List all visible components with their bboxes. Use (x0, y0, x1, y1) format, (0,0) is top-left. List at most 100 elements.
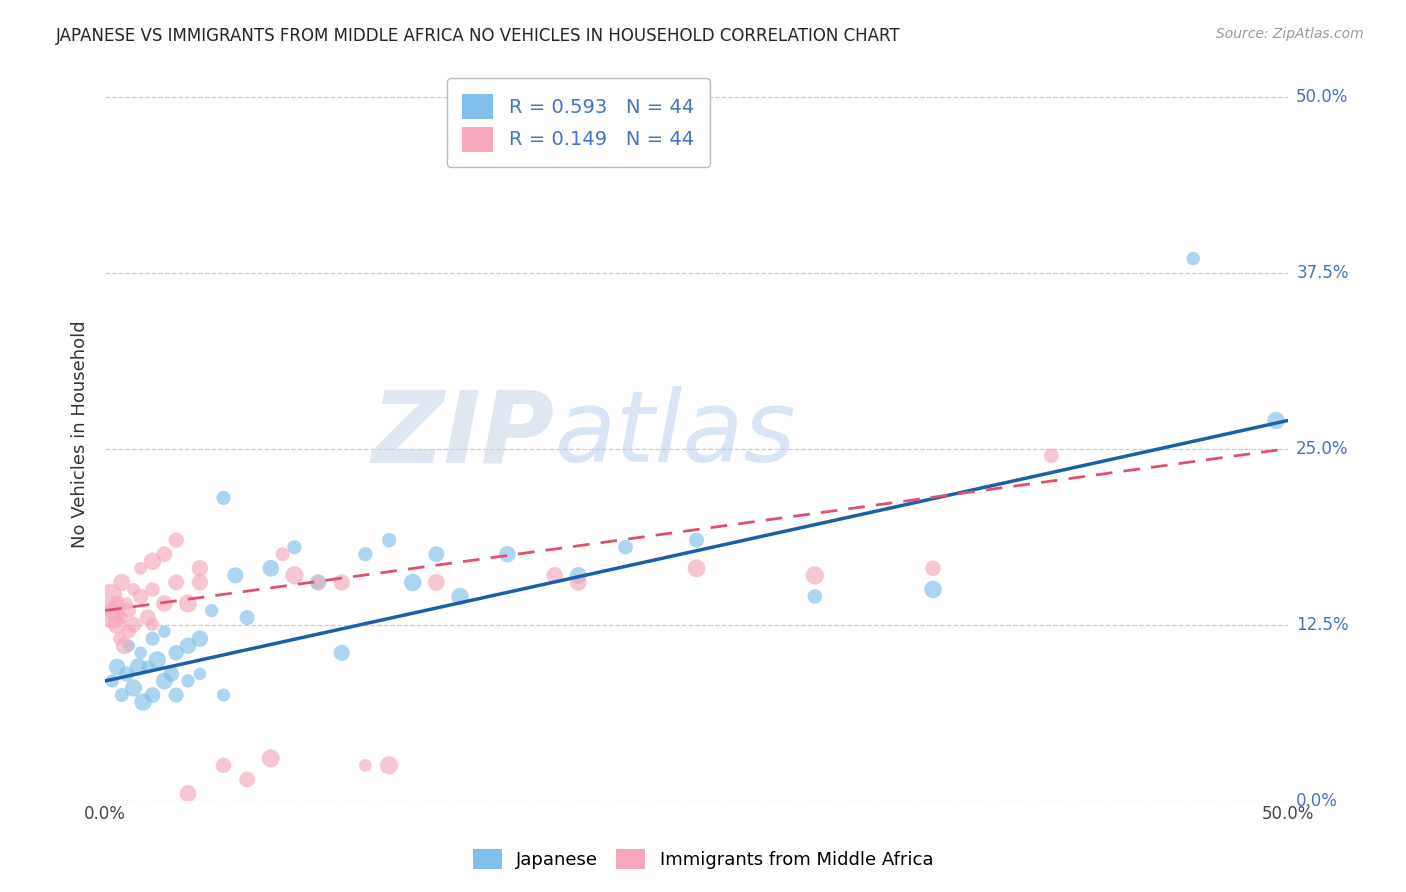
Point (685, 533, 707, 548)
Point (425, 575, 447, 590)
Text: 0.0%: 0.0% (1296, 791, 1339, 810)
Y-axis label: No Vehicles in Household: No Vehicles in Household (72, 321, 89, 549)
Point (122, 681, 145, 695)
Point (804, 590, 827, 604)
Point (1040, 449, 1063, 463)
Point (111, 688, 134, 702)
Point (177, 787, 200, 801)
Point (330, 575, 353, 590)
Point (922, 561, 945, 575)
Point (111, 610, 134, 624)
Point (188, 667, 211, 681)
Text: atlas: atlas (554, 386, 796, 483)
Point (260, 751, 283, 765)
Point (449, 590, 471, 604)
Point (141, 554, 163, 568)
Point (146, 653, 169, 667)
Point (177, 597, 200, 611)
Point (165, 688, 187, 702)
Point (330, 646, 353, 660)
Point (160, 667, 183, 681)
Point (118, 603, 141, 617)
Text: 12.5%: 12.5% (1296, 615, 1348, 633)
Point (108, 632, 131, 646)
Point (129, 646, 152, 660)
Point (153, 673, 176, 688)
Point (101, 673, 124, 688)
Point (260, 561, 283, 575)
Point (425, 547, 447, 561)
Point (141, 688, 163, 702)
Point (141, 582, 163, 597)
Point (188, 575, 211, 590)
Point (98, 590, 121, 604)
Point (354, 547, 377, 561)
Point (354, 758, 377, 772)
Point (224, 568, 246, 582)
Point (141, 632, 163, 646)
Point (177, 673, 200, 688)
Text: 50.0%: 50.0% (1296, 87, 1348, 105)
Point (212, 688, 235, 702)
Point (236, 610, 259, 624)
Point (283, 540, 305, 554)
Point (111, 575, 134, 590)
Point (402, 575, 425, 590)
Point (614, 540, 637, 554)
Point (165, 533, 187, 548)
Point (101, 610, 124, 624)
Point (112, 639, 135, 653)
Point (804, 568, 827, 582)
Point (271, 547, 294, 561)
Point (127, 660, 149, 674)
Point (132, 695, 155, 709)
Point (104, 603, 127, 617)
Point (177, 639, 200, 653)
Point (115, 667, 138, 681)
Point (129, 561, 152, 575)
Point (543, 568, 565, 582)
Point (118, 639, 141, 653)
Point (1265, 413, 1288, 427)
Point (153, 624, 176, 639)
Text: ZIP: ZIP (371, 386, 554, 483)
Legend: Japanese, Immigrants from Middle Africa: Japanese, Immigrants from Middle Africa (464, 839, 942, 879)
Point (307, 575, 329, 590)
Point (165, 646, 187, 660)
Legend: R = 0.593   N = 44, R = 0.149   N = 44: R = 0.593 N = 44, R = 0.149 N = 44 (447, 78, 710, 167)
Point (922, 582, 945, 597)
Point (165, 575, 187, 590)
Point (212, 491, 235, 505)
Text: 25.0%: 25.0% (1296, 440, 1348, 458)
Point (201, 603, 224, 617)
Point (188, 561, 211, 575)
Point (188, 632, 211, 646)
Point (1182, 252, 1205, 266)
Point (153, 597, 176, 611)
Point (129, 590, 152, 604)
Point (236, 772, 259, 787)
Point (105, 617, 128, 632)
Point (567, 568, 589, 582)
Point (153, 547, 176, 561)
Text: JAPANESE VS IMMIGRANTS FROM MIDDLE AFRICA NO VEHICLES IN HOUSEHOLD CORRELATION C: JAPANESE VS IMMIGRANTS FROM MIDDLE AFRIC… (56, 27, 901, 45)
Point (212, 758, 235, 772)
Point (141, 617, 163, 632)
Point (685, 561, 707, 575)
Point (105, 597, 128, 611)
Point (122, 582, 145, 597)
Point (283, 568, 305, 582)
Point (122, 617, 145, 632)
Point (105, 660, 128, 674)
Point (115, 597, 138, 611)
Point (378, 533, 401, 548)
Point (136, 660, 159, 674)
Point (496, 547, 519, 561)
Point (136, 610, 159, 624)
Point (567, 575, 589, 590)
Point (307, 575, 329, 590)
Text: 37.5%: 37.5% (1296, 264, 1348, 282)
Point (118, 624, 141, 639)
Text: Source: ZipAtlas.com: Source: ZipAtlas.com (1216, 27, 1364, 41)
Point (378, 758, 401, 772)
